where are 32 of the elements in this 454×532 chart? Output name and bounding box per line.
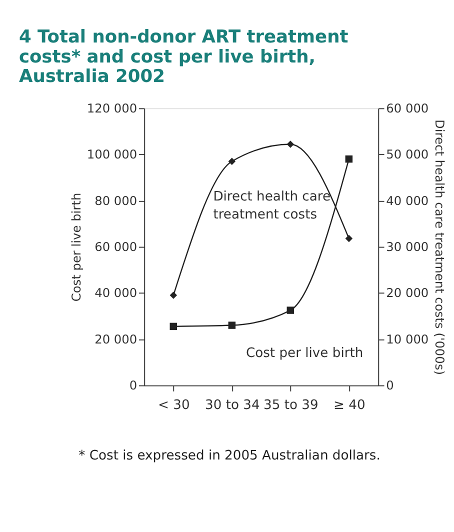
point: [286, 140, 294, 148]
y-tick-label: 0: [129, 378, 138, 393]
y-tick-label: 120 000: [86, 101, 138, 116]
series-label: Cost per live birth: [246, 346, 364, 362]
point: [286, 306, 294, 314]
y2-tick-label: 40 000: [386, 194, 429, 208]
point: [228, 158, 236, 165]
chart-title: 4 Total non-donor ART treatment costs* and cost per live birth, Australia 2002: [18, 26, 349, 88]
y-tick-label: 40 000: [94, 286, 138, 300]
y2-tick-label: 0: [386, 378, 394, 393]
y-tick-label: 80 000: [94, 194, 138, 208]
y-tick-label: 100 000: [86, 148, 138, 162]
point: [228, 322, 236, 329]
x-tick-label: 30 to 34: [204, 398, 260, 414]
point: [345, 155, 353, 163]
y2-tick-label: 30 000: [386, 240, 429, 254]
x-tick-label: < 30: [158, 398, 190, 414]
point: [170, 292, 178, 299]
y2-axis-title: Direct health care treatment costs ('000s): [432, 120, 446, 375]
y2-tick-label: 60 000: [386, 101, 429, 116]
y-tick-label: 20 000: [94, 332, 138, 346]
point: [170, 322, 178, 330]
x-tick-label: 35 to 39: [263, 398, 318, 414]
text: * Cost is expressed in 2005 Australian dollars.: [78, 448, 380, 464]
y2-tick-label: 20 000: [386, 286, 429, 300]
y-axis-title: Cost per live birth: [69, 192, 84, 302]
series-label: Direct health care treatment costs: [213, 190, 331, 222]
point: [345, 234, 353, 242]
y2-tick-label: 10 000: [386, 332, 429, 346]
y-tick-label: 60 000: [94, 240, 138, 254]
x-tick-label: ≥ 40: [333, 398, 366, 414]
y2-tick-label: 50 000: [386, 148, 429, 162]
